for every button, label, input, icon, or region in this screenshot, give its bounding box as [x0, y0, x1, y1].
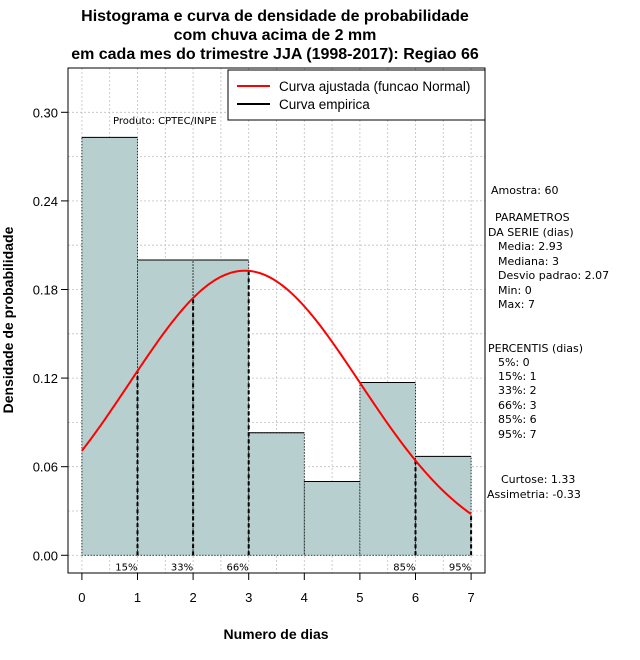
- x-tick-label-6: 6: [412, 590, 419, 605]
- kurtosis: Curtose: 1.33: [501, 473, 575, 486]
- x-axis-label: Numero de dias: [223, 626, 328, 642]
- x-tick-label-5: 5: [356, 590, 363, 605]
- legend: Curva ajustada (funcao Normal) Curva emp…: [227, 69, 486, 121]
- percentile-label-4: 95%: [449, 562, 471, 573]
- histogram-bar-3: [248, 432, 305, 556]
- x-tick-label-2: 2: [189, 590, 196, 605]
- percentile-95: 95%: 7: [498, 428, 537, 441]
- percentile-15: 15%: 1: [498, 370, 537, 383]
- sample-size: Amostra: 60: [491, 184, 558, 197]
- skewness: Assimetria: -0.33: [487, 488, 581, 501]
- histogram-bar-0: [81, 137, 138, 556]
- percentile-label-2: 66%: [226, 562, 248, 573]
- histogram-bar-4: [303, 481, 361, 556]
- param-median: Mediana: 3: [498, 255, 559, 268]
- normal-curve-line: [81, 269, 472, 515]
- param-sd: Desvio padrao: 2.07: [498, 269, 609, 282]
- percentile-label-0: 15%: [115, 562, 137, 573]
- percentile-85: 85%: 6: [498, 413, 537, 426]
- param-max: Max: 7: [498, 298, 535, 311]
- percentiles-header: PERCENTIS (dias): [488, 342, 583, 355]
- legend-box: [227, 69, 486, 121]
- x-tick-label-4: 4: [301, 590, 308, 605]
- chart-title-line-1: Histograma e curva de densidade de proba…: [81, 8, 469, 25]
- param-min: Min: 0: [498, 284, 532, 297]
- histogram-bar-2: [192, 259, 250, 556]
- histogram-bar-1: [137, 259, 194, 556]
- x-tick-label-0: 0: [78, 590, 85, 605]
- percentile-5: 5%: 0: [498, 356, 530, 369]
- percentile-66: 66%: 3: [498, 399, 537, 412]
- params-header-2: DA SERIE (dias): [488, 226, 574, 239]
- normal-curve: [81, 269, 472, 515]
- y-tick-label-0: 0.00: [33, 548, 58, 563]
- product-note: Produto: CPTEC/INPE: [113, 116, 217, 127]
- y-tick-label-5: 0.30: [33, 105, 58, 120]
- params-header-1: PARAMETROS: [495, 211, 570, 224]
- chart-title-line-2: com chuva acima de 2 mm: [174, 27, 377, 44]
- x-tick-label-3: 3: [245, 590, 252, 605]
- percentile-lines: 15% 33% 66% 85% 95%: [115, 270, 473, 573]
- param-mean: Media: 2.93: [498, 240, 563, 253]
- y-tick-label-2: 0.12: [33, 371, 58, 386]
- y-tick-label-4: 0.24: [33, 194, 58, 209]
- percentile-label-1: 33%: [171, 562, 193, 573]
- chart-title-line-3: em cada mes do trimestre JJA (1998-2017)…: [71, 46, 479, 63]
- y-tick-label-3: 0.18: [33, 282, 58, 297]
- plot-frame: [67, 67, 486, 574]
- legend-label-fit: Curva ajustada (funcao Normal): [279, 79, 470, 94]
- stats-panel: Amostra: 60 PARAMETROS DA SERIE (dias) M…: [487, 184, 609, 501]
- x-tick-label-7: 7: [467, 590, 474, 605]
- legend-label-empirical: Curva empirica: [279, 97, 370, 112]
- y-axis-label: Densidade de probabilidade: [0, 226, 16, 413]
- x-tick-label-1: 1: [134, 590, 141, 605]
- percentile-label-3: 85%: [393, 562, 415, 573]
- y-tick-label-1: 0.06: [33, 460, 58, 475]
- axes: 0 1 2 3 4 5 6 7 0.00 0.06 0.12 0.18 0.24 0.30: [33, 105, 475, 605]
- percentile-33: 33%: 2: [498, 384, 537, 397]
- histogram-bar-5: [359, 382, 416, 556]
